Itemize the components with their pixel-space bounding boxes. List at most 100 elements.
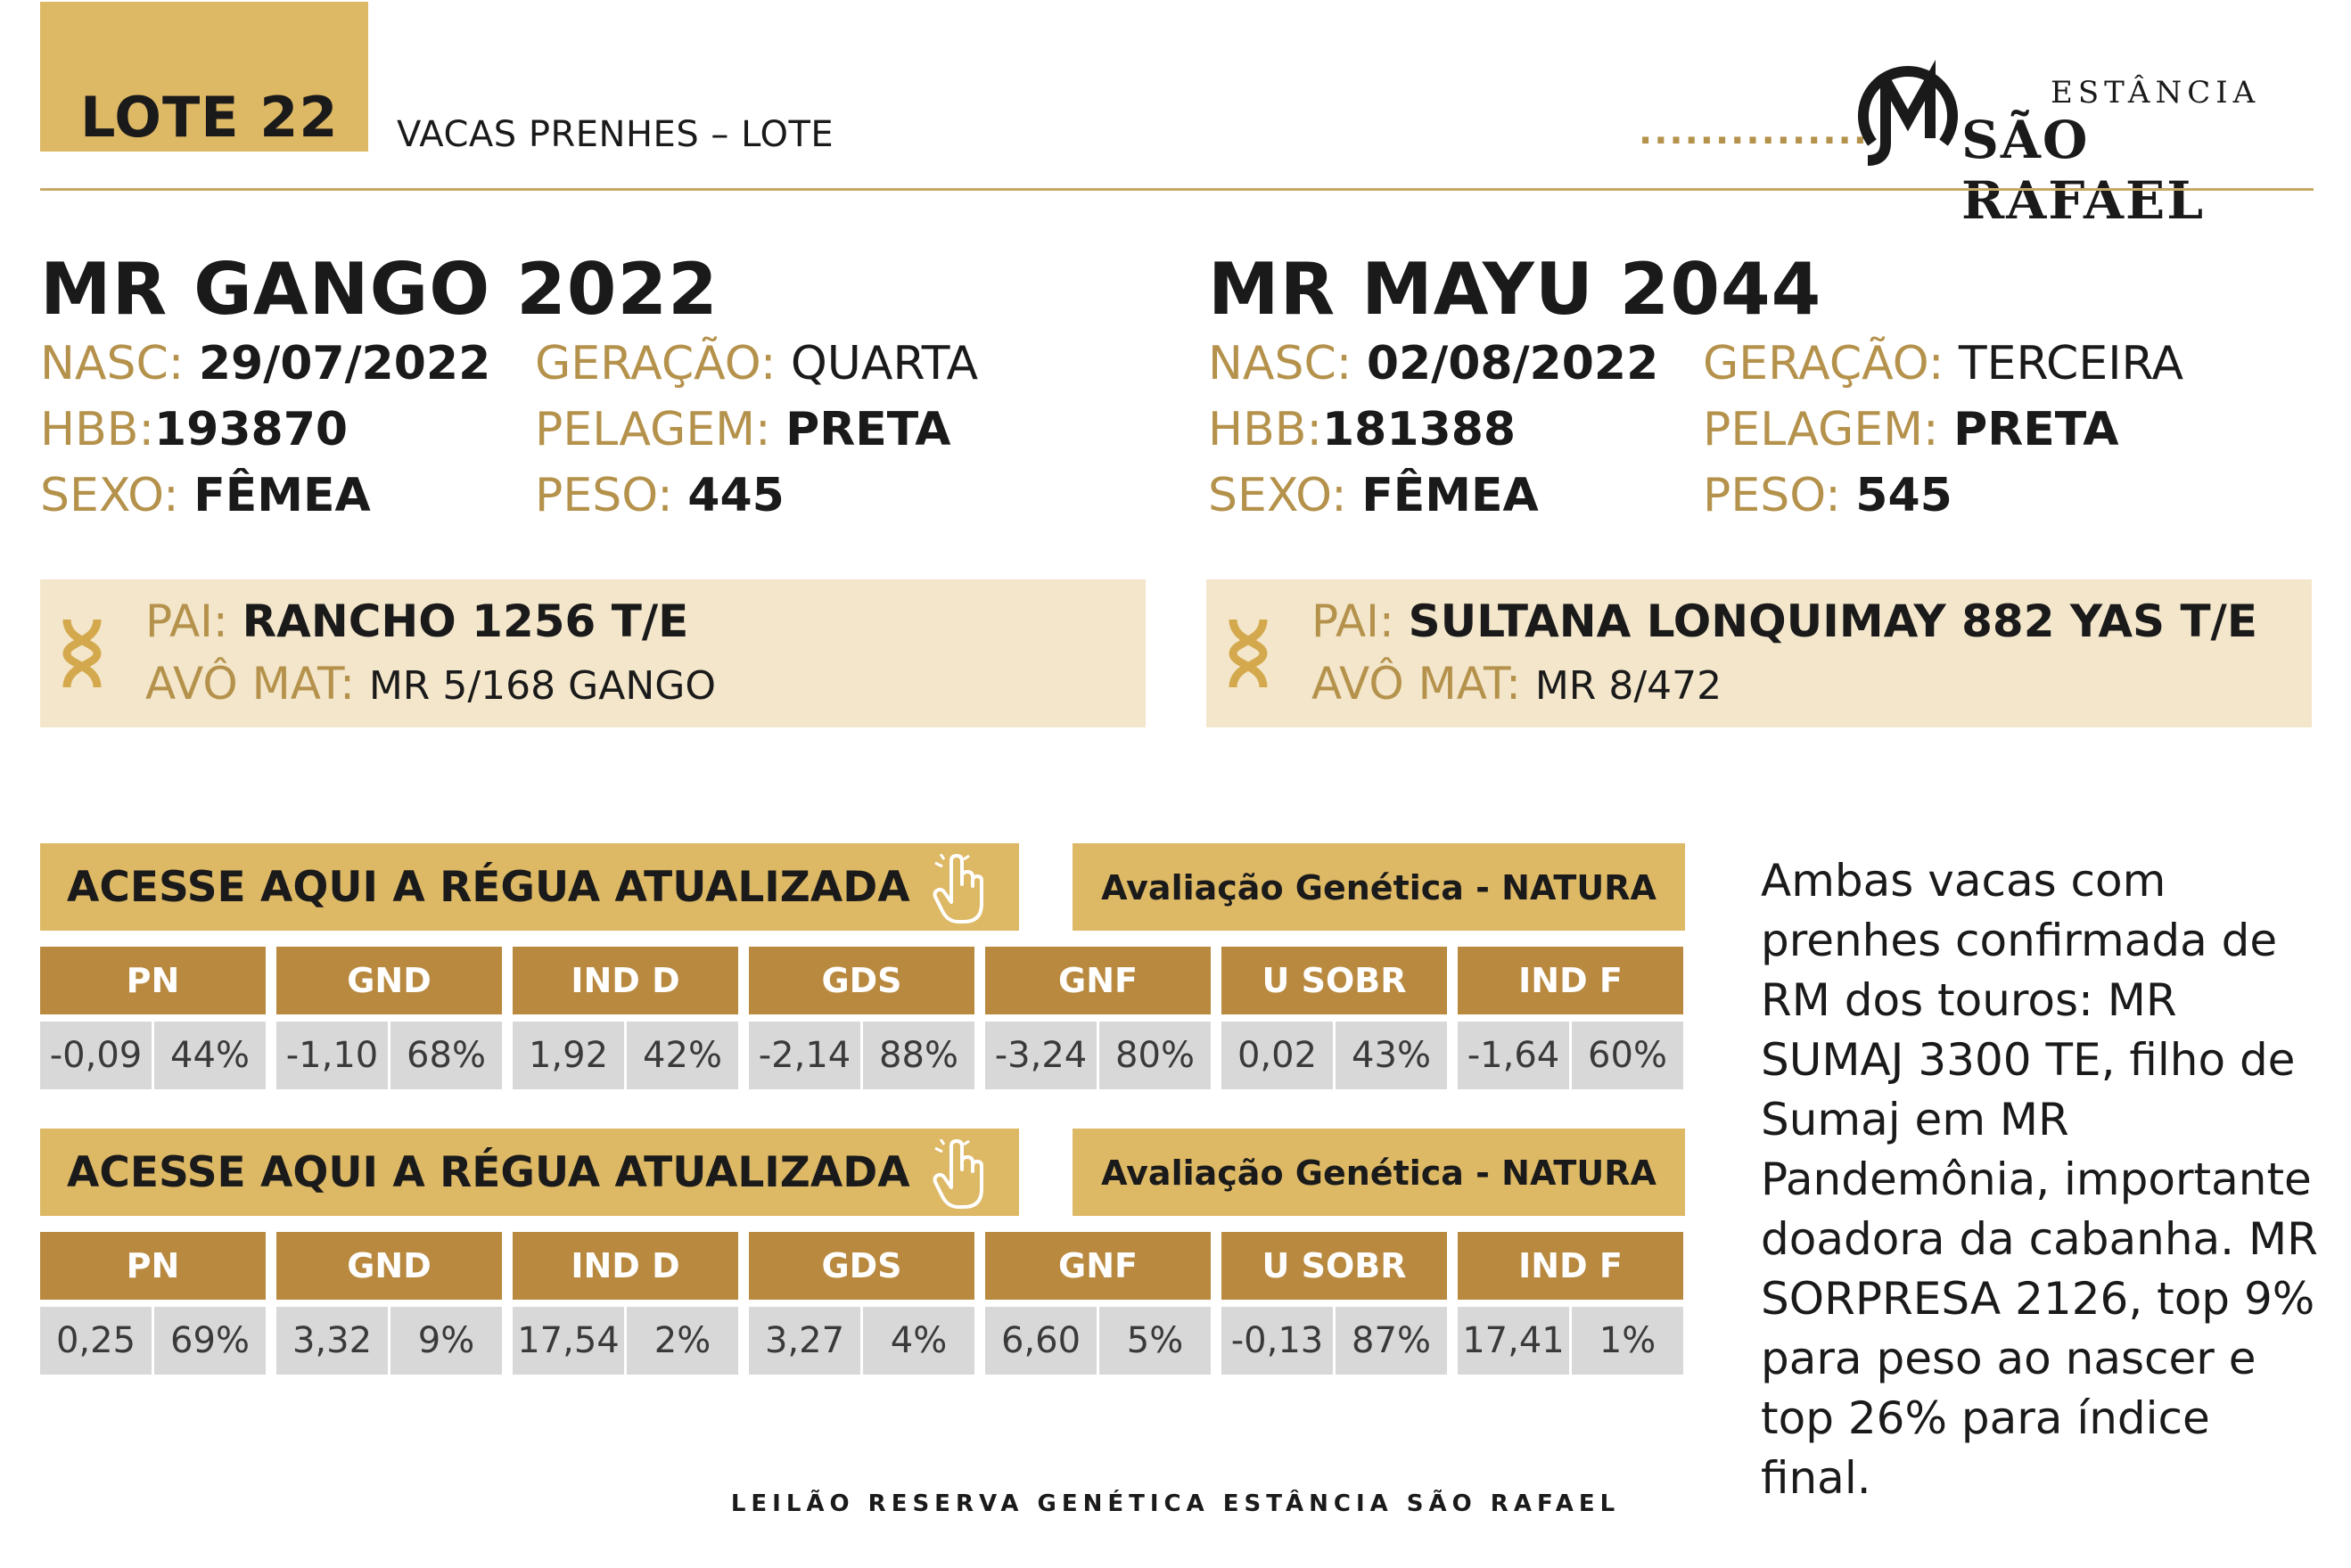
field-value: 545 [1855, 469, 1952, 522]
table-value-cell: -0,13 [1221, 1307, 1333, 1375]
field-value: 193870 [153, 403, 349, 456]
regua-link-button[interactable]: ACESSE AQUI A RÉGUA ATUALIZADA [40, 843, 1019, 931]
table-accuracy-cell: 87% [1336, 1307, 1447, 1375]
dotted-separator: ............... [1639, 111, 1869, 152]
field-value: TERCEIRA [1958, 337, 2184, 390]
table-header-cell: GDS [749, 947, 974, 1014]
field-label: HBB: [1208, 403, 1322, 456]
table-accuracy-cell: 60% [1572, 1022, 1683, 1089]
table-header-cell: IND F [1458, 947, 1683, 1014]
field-label: NASC: [40, 337, 185, 390]
table-value-cell: -2,14 [749, 1022, 860, 1089]
field-nasc: NASC: 29/07/2022 [40, 337, 490, 390]
field-label: NASC: [1208, 337, 1352, 390]
table-accuracy-cell: 1% [1572, 1307, 1683, 1375]
pedigree-box: PAI: RANCHO 1256 T/E AVÔ MAT: MR 5/168 G… [40, 579, 1146, 727]
pedigree-label: PAI: [145, 595, 228, 647]
table-value-cell: 1,92 [513, 1022, 624, 1089]
field-sexo: SEXO: FÊMEA [1208, 469, 1539, 522]
genetic-evaluation-label: Avaliação Genética - NATURA [1101, 868, 1656, 907]
lot-badge: LOTE 22 [40, 2, 368, 152]
table-header-cell: U SOBR [1221, 947, 1447, 1014]
monogram-logo-icon [1858, 59, 1958, 166]
table-header-cell: IND D [513, 947, 738, 1014]
pedigree-grandsire: AVÔ MAT: MR 8/472 [1311, 658, 1722, 710]
dna-icon [62, 619, 102, 688]
pedigree-value: RANCHO 1256 T/E [242, 595, 689, 647]
table-value-cell: -3,24 [985, 1022, 1097, 1089]
pedigree-value: MR 5/168 GANGO [368, 663, 716, 709]
field-label: GERAÇÃO: [1703, 337, 1944, 390]
animal-name: MR GANGO 2022 [40, 248, 719, 331]
table-value-cell: 3,32 [276, 1307, 388, 1375]
pedigree-sire: PAI: RANCHO 1256 T/E [145, 595, 688, 647]
table-header-cell: GDS [749, 1232, 974, 1300]
field-label: PESO: [1703, 469, 1841, 522]
table-accuracy-cell: 68% [390, 1022, 502, 1089]
table-value-cell: 0,25 [40, 1307, 152, 1375]
table-header-cell: PN [40, 1232, 266, 1300]
table-value-cell: 0,02 [1221, 1022, 1333, 1089]
table-value-cell: 3,27 [749, 1307, 860, 1375]
table-accuracy-cell: 43% [1336, 1022, 1447, 1089]
field-label: PESO: [535, 469, 673, 522]
logo-name: SÃO RAFAEL [1961, 110, 2205, 231]
field-pelagem: PELAGEM: PRETA [1703, 403, 2118, 456]
logo-estancia: ESTÂNCIA [2051, 75, 2261, 111]
field-value: 29/07/2022 [198, 337, 491, 390]
table-accuracy-cell: 80% [1099, 1022, 1211, 1089]
table-accuracy-cell: 44% [154, 1022, 266, 1089]
field-value: 02/08/2022 [1366, 337, 1659, 390]
table-value-cell: -0,09 [40, 1022, 152, 1089]
table-value-cell: -1,64 [1458, 1022, 1569, 1089]
pedigree-label: AVÔ MAT: [145, 658, 355, 710]
field-sexo: SEXO: FÊMEA [40, 469, 371, 522]
table-value-cell: 17,54 [513, 1307, 624, 1375]
pedigree-value: MR 8/472 [1534, 663, 1722, 709]
footer-text: LEILÃO RESERVA GENÉTICA ESTÂNCIA SÃO RAF… [730, 1490, 1621, 1517]
table-accuracy-cell: 69% [154, 1307, 266, 1375]
table-accuracy-cell: 4% [863, 1307, 974, 1375]
regua-link-label: ACESSE AQUI A RÉGUA ATUALIZADA [67, 1148, 910, 1197]
lot-number: LOTE 22 [80, 85, 339, 150]
field-label: HBB: [40, 403, 154, 456]
hand-pointer-icon [933, 1139, 983, 1209]
field-geracao: GERAÇÃO: TERCEIRA [1703, 337, 2183, 390]
table-header-cell: U SOBR [1221, 1232, 1447, 1300]
lot-subtitle: VACAS PRENHES – LOTE [397, 114, 834, 155]
pedigree-label: PAI: [1311, 595, 1394, 647]
table-header-cell: PN [40, 947, 266, 1014]
genetic-evaluation-label: Avaliação Genética - NATURA [1101, 1153, 1656, 1193]
table-value-cell: -1,10 [276, 1022, 388, 1089]
field-label: GERAÇÃO: [535, 337, 777, 390]
table-accuracy-cell: 9% [390, 1307, 502, 1375]
field-value: FÊMEA [193, 469, 371, 522]
table-header-cell: GND [276, 1232, 502, 1300]
table-accuracy-cell: 5% [1099, 1307, 1211, 1375]
table-value-cell: 17,41 [1458, 1307, 1569, 1375]
pedigree-label: AVÔ MAT: [1311, 658, 1521, 710]
regua-link-button[interactable]: ACESSE AQUI A RÉGUA ATUALIZADA [40, 1129, 1019, 1216]
field-value: 181388 [1321, 403, 1517, 456]
table-accuracy-cell: 88% [863, 1022, 974, 1089]
field-value: PRETA [785, 403, 951, 456]
pedigree-value: SULTANA LONQUIMAY 882 YAS T/E [1408, 595, 2257, 647]
field-label: PELAGEM: [535, 403, 771, 456]
table-accuracy-cell: 2% [627, 1307, 738, 1375]
dna-icon [1229, 619, 1268, 688]
table-header-cell: IND D [513, 1232, 738, 1300]
animal-name: MR MAYU 2044 [1208, 248, 1822, 331]
field-peso: PESO: 545 [1703, 469, 1952, 522]
field-hbb: HBB:193870 [40, 403, 348, 456]
table-header-cell: GND [276, 947, 502, 1014]
field-hbb: HBB:181388 [1208, 403, 1516, 456]
table-header-cell: IND F [1458, 1232, 1683, 1300]
field-nasc: NASC: 02/08/2022 [1208, 337, 1658, 390]
field-value: PRETA [1953, 403, 2119, 456]
regua-link-label: ACESSE AQUI A RÉGUA ATUALIZADA [67, 863, 910, 912]
field-value: 445 [687, 469, 785, 522]
field-geracao: GERAÇÃO: QUARTA [535, 337, 978, 390]
field-value: FÊMEA [1361, 469, 1539, 522]
genetic-evaluation-badge: Avaliação Genética - NATURA [1073, 1129, 1685, 1216]
table-header-cell: GNF [985, 1232, 1211, 1300]
